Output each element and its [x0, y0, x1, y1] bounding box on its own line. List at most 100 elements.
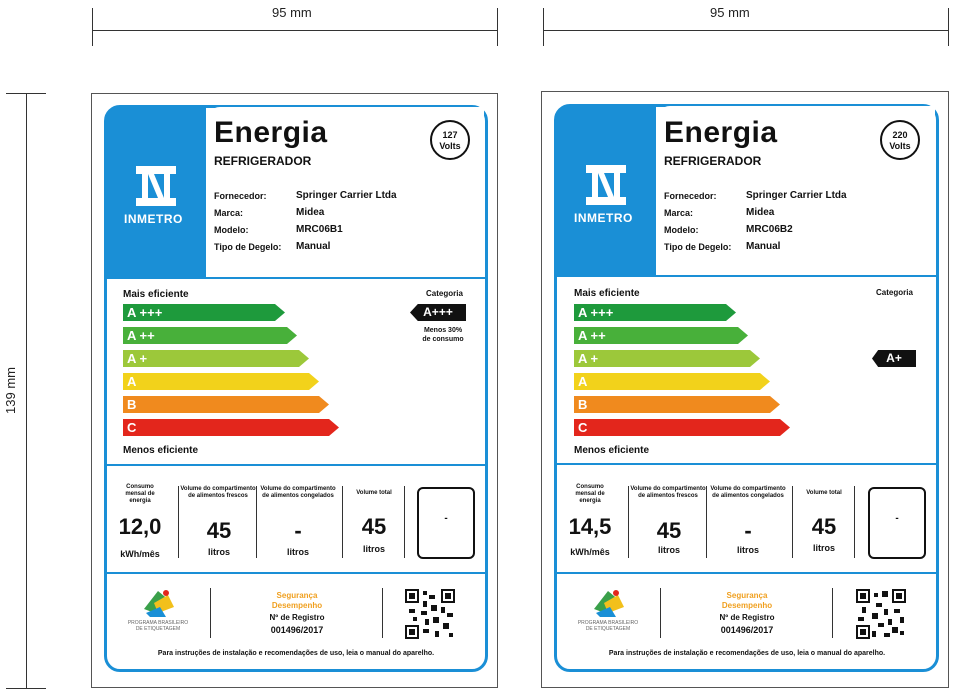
footer-text: Para instruções de instalação e recomend… [157, 650, 435, 657]
info-key-defrost: Tipo de Degelo: [664, 242, 732, 252]
info-key-brand: Marca: [664, 208, 694, 218]
col-value-frozen: - [744, 518, 752, 543]
seg-label-1: Segurança [276, 591, 318, 600]
col-unit-frozen: litros [736, 545, 759, 555]
inmetro-logo-icon [586, 165, 626, 205]
volts-badge: 220 Volts [880, 120, 920, 160]
registration-number: 001496/2017 [270, 625, 324, 635]
dim-line-height [26, 93, 27, 689]
volts-value: 127 [442, 130, 458, 140]
blank-box: - [868, 487, 926, 559]
class-arrow-b: B [574, 396, 780, 413]
label-title: Energia [664, 116, 778, 149]
col-value-consumption: 12,0 [118, 514, 162, 539]
program-logo-icon [594, 590, 624, 617]
col-head-frozen: Volume do compartimento de alimentos con… [260, 486, 336, 499]
col-head-frozen: Volume do compartimento de alimentos con… [710, 486, 786, 499]
col-value-frozen: - [294, 518, 302, 543]
dim-width-label-1: 95 mm [272, 5, 312, 20]
class-arrow-c: C [574, 419, 790, 436]
info-key-supplier: Fornecedor: [664, 191, 717, 201]
program-text: PROGRAMA BRASILEIRO DE ETIQUETAGEM [127, 620, 189, 632]
info-key-defrost: Tipo de Degelo: [214, 242, 282, 252]
dim-width-label-2: 95 mm [710, 5, 750, 20]
col-unit-total: litros [362, 544, 385, 554]
inmetro-text: INMETRO [124, 212, 183, 226]
more-efficient-label: Mais eficiente [574, 288, 640, 299]
col-head-consumption: Consumo mensal de energia [125, 484, 155, 504]
class-arrow-c: C [123, 419, 339, 436]
info-value-model: MRC06B2 [746, 224, 793, 235]
dim-line-width-1 [92, 30, 498, 31]
inmetro-logo-icon [136, 166, 176, 206]
program-text: PROGRAMA BRASILEIRO DE ETIQUETAGEM [577, 620, 639, 632]
info-value-model: MRC06B1 [296, 224, 343, 235]
label-frame [104, 105, 488, 672]
category-label: Categoria [426, 289, 463, 298]
info-key-model: Modelo: [664, 225, 699, 235]
col-head-consumption: Consumo mensal de energia [575, 484, 605, 504]
dim-tick-right-1 [497, 8, 498, 46]
label-subtitle: REFRIGERADOR [664, 154, 762, 168]
class-arrow-a3plus: A +++ [123, 304, 285, 321]
category-arrow: A+++ [410, 304, 466, 321]
blank-box: - [417, 487, 475, 559]
col-unit-frozen: litros [286, 547, 309, 557]
volts-unit: Volts [889, 141, 911, 151]
info-key-supplier: Fornecedor: [214, 191, 267, 201]
volts-badge: 127 Volts [430, 120, 470, 160]
less-efficient-label: Menos eficiente [123, 445, 199, 456]
registration-label: Nº de Registro [719, 613, 775, 622]
col-value-fresh: 45 [206, 518, 232, 543]
col-head-total: Volume total [806, 490, 842, 496]
dim-tick-left-2 [543, 8, 544, 46]
registration-number: 001496/2017 [720, 625, 774, 635]
col-value-fresh: 45 [656, 518, 682, 543]
volts-unit: Volts [439, 141, 461, 151]
col-head-total: Volume total [356, 490, 392, 496]
col-unit-total: litros [812, 543, 835, 553]
less-efficient-label: Menos eficiente [574, 445, 650, 456]
class-arrow-aplus: A + [123, 350, 309, 367]
col-unit-consumption: kWh/mês [120, 549, 160, 559]
energy-label-1: INMETRO Energia REFRIGERADOR 127 Volts F… [91, 93, 498, 688]
col-value-total: 45 [811, 514, 837, 539]
dim-tick-left-1 [92, 8, 93, 46]
dim-tick-right-2 [948, 8, 949, 46]
col-value-consumption: 14,5 [568, 514, 612, 539]
info-value-defrost: Manual [296, 241, 331, 252]
volts-value: 220 [892, 130, 908, 140]
class-arrow-a3plus: A +++ [574, 304, 736, 321]
registration-label: Nº de Registro [269, 613, 325, 622]
dim-line-width-2 [543, 30, 949, 31]
energy-label-2: INMETRO Energia REFRIGERADOR 220 Volts F… [541, 91, 949, 688]
class-arrow-a: A [123, 373, 319, 390]
info-key-brand: Marca: [214, 208, 244, 218]
class-arrow-aplus: A + [574, 350, 760, 367]
qr-code-icon [405, 589, 455, 639]
label-subtitle: REFRIGERADOR [214, 154, 312, 168]
class-arrow-b: B [123, 396, 329, 413]
col-unit-fresh: litros [207, 547, 230, 557]
footer-text: Para instruções de instalação e recomend… [608, 650, 886, 657]
inmetro-text: INMETRO [574, 211, 633, 225]
class-arrow-a2plus: A ++ [574, 327, 748, 344]
category-note: Menos 30% de consumo [422, 327, 464, 343]
qr-code-icon [856, 589, 906, 639]
col-head-fresh: Volume do compartimento de alimentos fre… [630, 486, 706, 499]
seg-label-2: Desempenho [721, 601, 773, 610]
label-frame [554, 104, 939, 672]
seg-label-2: Desempenho [271, 601, 323, 610]
info-value-defrost: Manual [746, 241, 781, 252]
info-value-supplier: Springer Carrier Ltda [296, 190, 397, 201]
seg-label-1: Segurança [726, 591, 768, 600]
category-arrow: A+ [872, 350, 916, 367]
col-head-fresh: Volume do compartimento de alimentos fre… [180, 486, 256, 499]
col-unit-consumption: kWh/mês [570, 547, 610, 557]
label-title: Energia [214, 116, 328, 149]
info-value-brand: Midea [296, 207, 325, 218]
col-unit-fresh: litros [657, 545, 680, 555]
dim-height-label: 139 mm [2, 367, 18, 414]
class-arrow-a: A [574, 373, 770, 390]
more-efficient-label: Mais eficiente [123, 289, 189, 300]
